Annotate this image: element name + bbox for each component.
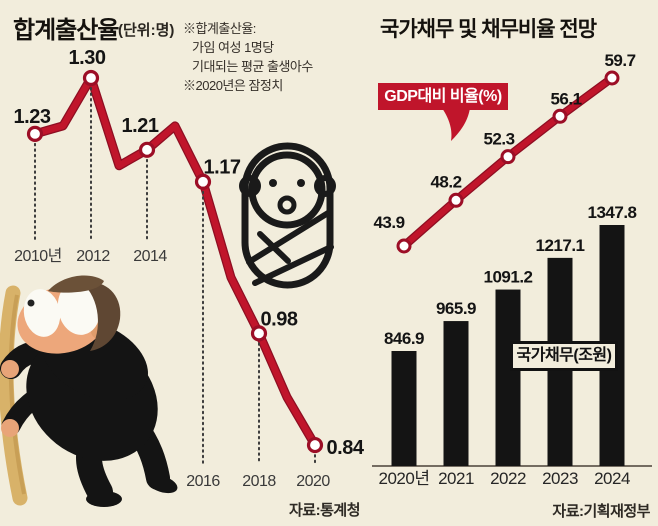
debt-bar xyxy=(443,321,469,466)
left-source: 자료:통계청 xyxy=(289,502,361,519)
data-point-marker xyxy=(306,436,324,454)
bar-value-label: 965.9 xyxy=(436,299,476,318)
x-tick-label: 2010년 xyxy=(14,247,62,265)
data-point-marker xyxy=(194,173,212,190)
x-tick-label: 2016 xyxy=(186,473,220,490)
x-tick-label: 2018 xyxy=(242,473,276,490)
left-chart-notes: ※합계출산율: 가임 여성 1명당 기대되는 평균 출생아수 ※2020년은 잠… xyxy=(183,19,313,95)
hair xyxy=(82,282,121,351)
baby-icon xyxy=(239,142,336,289)
note-line: ※합계출산율: xyxy=(183,21,256,36)
data-point-marker xyxy=(552,108,568,124)
data-point-marker xyxy=(448,192,464,208)
debt-bar xyxy=(495,289,521,466)
swaddle-fold xyxy=(246,210,331,265)
x-tick-label: 2020 xyxy=(296,473,330,490)
point-label: 1.30 xyxy=(69,47,106,69)
hand xyxy=(1,419,19,437)
baby-head xyxy=(248,151,326,229)
x-tick-label: 2023 xyxy=(542,469,578,488)
note-line: 가임 여성 1명당 xyxy=(192,40,274,55)
gdp-ratio-legend: GDP대비 비율(%) xyxy=(378,83,508,110)
bar-value-label: 1217.1 xyxy=(536,236,585,255)
ratio-value-label: 52.3 xyxy=(483,130,514,149)
x-tick-label: 2021 xyxy=(438,469,474,488)
point-label: 1.17 xyxy=(204,157,241,179)
businessman-illustration xyxy=(0,275,178,507)
bar-value-label: 846.9 xyxy=(384,329,424,348)
x-tick-label: 2024 xyxy=(594,469,630,488)
data-point-marker xyxy=(138,141,156,158)
data-point-marker xyxy=(250,325,268,342)
ratio-value-label: 43.9 xyxy=(373,213,404,232)
national-debt-legend: 국가채무(조원) xyxy=(510,341,618,371)
ratio-value-label: 48.2 xyxy=(430,172,461,191)
shoe xyxy=(86,491,122,507)
data-point-marker xyxy=(396,238,412,254)
fertility-line xyxy=(31,74,319,449)
eye xyxy=(27,299,35,307)
ratio-value-label: 56.1 xyxy=(550,89,581,108)
bar-value-label: 1347.8 xyxy=(588,203,637,222)
swaddle-fold xyxy=(252,244,334,286)
point-label: 1.23 xyxy=(14,106,51,128)
bar-value-label: 1091.2 xyxy=(484,268,533,287)
left-chart-title: 합계출산율 xyxy=(13,17,119,44)
x-tick-label: 2014 xyxy=(133,248,167,265)
hair xyxy=(48,275,104,293)
data-point-marker xyxy=(82,69,100,87)
wood-pole xyxy=(0,285,28,506)
x-tick-label: 2020년 xyxy=(379,469,430,488)
note-line: 기대되는 평균 출생아수 xyxy=(192,59,313,74)
glasses-lens xyxy=(57,281,101,335)
debt-bar xyxy=(391,351,417,466)
data-point-marker xyxy=(26,125,44,142)
shoe xyxy=(146,474,178,494)
x-tick-label: 2022 xyxy=(490,469,526,488)
gdp-box-tail xyxy=(442,108,470,141)
point-label: 0.84 xyxy=(327,437,365,459)
hand xyxy=(1,360,19,378)
note-line: ※2020년은 잠정치 xyxy=(183,78,283,93)
left-chart-unit: (단위:명) xyxy=(118,22,175,39)
baby-mouth xyxy=(277,195,297,215)
right-chart-title: 국가채무 및 채무비율 전망 xyxy=(380,18,597,41)
fertility-chart: 1.23 1.30 1.21 1.17 0.98 0.84 2010년 2012 2014 201… xyxy=(14,47,366,490)
baby-eye xyxy=(269,179,277,187)
ratio-value-label: 59.7 xyxy=(604,51,635,70)
right-source: 자료:기획재정부 xyxy=(552,503,650,520)
point-label: 1.21 xyxy=(122,115,159,137)
x-tick-label: 2012 xyxy=(76,248,110,265)
data-point-marker xyxy=(604,70,620,86)
point-label: 0.98 xyxy=(261,308,298,330)
baby-eye xyxy=(297,179,305,187)
data-point-marker xyxy=(500,149,516,165)
